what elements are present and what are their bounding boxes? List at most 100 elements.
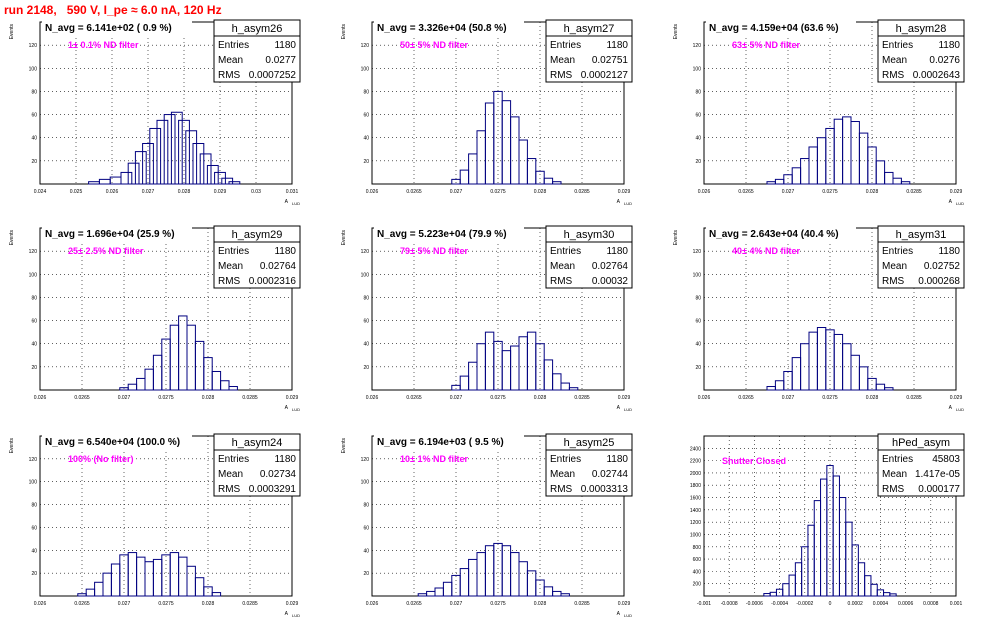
x-axis-label-subscript: LUD xyxy=(292,407,300,412)
histogram-bin xyxy=(552,181,562,185)
histogram-name: h_asym28 xyxy=(896,23,947,35)
histogram-name: h_asym29 xyxy=(232,229,283,241)
histogram-bin xyxy=(858,132,869,185)
histogram-bin xyxy=(543,586,554,597)
x-tick-label: 0.029 xyxy=(286,395,299,401)
x-tick-label: 0.026 xyxy=(106,189,119,195)
x-axis-label: A xyxy=(949,405,953,411)
histogram-bin xyxy=(468,558,478,597)
histogram-bin xyxy=(892,177,902,185)
x-tick-label: 0.029 xyxy=(286,601,299,607)
histogram-bin xyxy=(833,118,844,185)
histogram-bin xyxy=(484,102,495,185)
filter-label: 10± 1% ND filter xyxy=(400,454,468,464)
histogram-bin xyxy=(825,127,835,185)
x-tick-label: 0.025 xyxy=(70,189,83,195)
stats-value: 0.00032 xyxy=(592,276,629,287)
stats-value: 0.000177 xyxy=(918,484,960,495)
x-tick-label: 0.024 xyxy=(34,189,47,195)
x-axis-label-subscript: LUD xyxy=(624,201,632,206)
y-tick-label: 40 xyxy=(695,342,701,348)
filter-label: 50± 5% ND filter xyxy=(400,40,468,50)
stats-label: Mean xyxy=(882,261,907,272)
x-axis-label: A xyxy=(285,611,289,617)
x-tick-label: -0.001 xyxy=(697,601,711,607)
y-axis-label: Events xyxy=(341,230,347,246)
y-tick-label: 40 xyxy=(363,548,369,554)
x-tick-label: 0.029 xyxy=(618,189,631,195)
stats-value: 1.417e-05 xyxy=(915,469,960,480)
histogram-bin xyxy=(228,181,241,185)
navg-label: N_avg = 6.141e+02 ( 0.9 %) xyxy=(45,23,172,34)
histogram-bin xyxy=(518,561,528,597)
y-tick-label: 20 xyxy=(31,365,37,371)
histogram-bin xyxy=(543,359,554,391)
histogram-bin xyxy=(442,581,453,597)
stats-value: 0.0277 xyxy=(265,55,296,66)
y-tick-label: 100 xyxy=(361,480,370,486)
y-tick-label: 2200 xyxy=(690,459,701,465)
stats-value: 0.000268 xyxy=(918,276,960,287)
histogram-bin xyxy=(85,588,96,597)
x-tick-label: 0.0275 xyxy=(158,395,174,401)
y-tick-label: 20 xyxy=(363,571,369,577)
histogram-bin xyxy=(791,357,802,391)
x-tick-label: 0.029 xyxy=(618,395,631,401)
histogram-name: h_asym31 xyxy=(896,229,947,241)
x-tick-label: 0.0285 xyxy=(242,395,258,401)
stats-label: RMS xyxy=(550,70,573,81)
histogram-name: h_asym26 xyxy=(232,23,283,35)
x-tick-label: 0.0275 xyxy=(490,189,506,195)
y-tick-label: 60 xyxy=(695,113,701,119)
histogram-bin xyxy=(864,575,872,597)
x-axis-label: A xyxy=(285,199,289,205)
navg-label: N_avg = 5.223e+04 (79.9 %) xyxy=(377,229,507,240)
stats-label: Mean xyxy=(218,55,243,66)
stats-value: 0.02764 xyxy=(260,261,297,272)
y-axis-label: Events xyxy=(9,230,15,246)
x-tick-label: 0.0275 xyxy=(490,601,506,607)
y-tick-label: 120 xyxy=(29,249,38,255)
y-tick-label: 80 xyxy=(363,295,369,301)
stats-label: RMS xyxy=(882,70,905,81)
y-tick-label: 80 xyxy=(31,503,37,509)
navg-label: N_avg = 6.194e+03 ( 9.5 %) xyxy=(377,437,504,448)
navg-box xyxy=(374,20,524,36)
histogram-bin xyxy=(510,116,520,185)
x-tick-label: 0.0285 xyxy=(906,395,922,401)
stats-value: 1180 xyxy=(274,246,296,257)
stats-box xyxy=(545,225,633,289)
y-tick-label: 100 xyxy=(361,66,370,72)
histogram-bin xyxy=(842,343,852,391)
histogram-bin xyxy=(857,562,866,597)
histogram-name: h_asym24 xyxy=(232,437,283,449)
stats-value: 0.02764 xyxy=(592,261,629,272)
x-tick-label: 0.028 xyxy=(866,395,879,401)
histogram-bin xyxy=(136,556,146,597)
x-tick-label: 0.0004 xyxy=(873,601,889,607)
y-tick-label: 80 xyxy=(695,89,701,95)
histogram-bin xyxy=(194,577,205,597)
histogram-bin xyxy=(766,386,776,391)
histogram-bin xyxy=(417,593,428,597)
y-axis-label: Events xyxy=(341,438,347,454)
y-tick-label: 120 xyxy=(29,457,38,463)
histogram-bin xyxy=(221,177,234,185)
x-axis-label-subscript: LUD xyxy=(292,613,300,618)
x-tick-label: 0.027 xyxy=(782,189,795,195)
histogram-bin xyxy=(228,386,238,391)
y-tick-label: 20 xyxy=(31,159,37,165)
histogram-bin xyxy=(816,327,827,391)
y-tick-label: 80 xyxy=(31,295,37,301)
y-tick-label: 400 xyxy=(693,569,702,575)
histogram-bin xyxy=(127,162,140,185)
histogram-bin xyxy=(199,153,212,185)
histogram-bin xyxy=(820,478,828,597)
histogram-bin xyxy=(510,552,520,597)
y-tick-label: 120 xyxy=(693,249,702,255)
histogram-bin xyxy=(883,592,891,597)
y-tick-label: 20 xyxy=(695,159,701,165)
x-tick-label: 0.028 xyxy=(534,601,547,607)
y-tick-label: 40 xyxy=(31,342,37,348)
histogram-bin xyxy=(144,368,154,391)
